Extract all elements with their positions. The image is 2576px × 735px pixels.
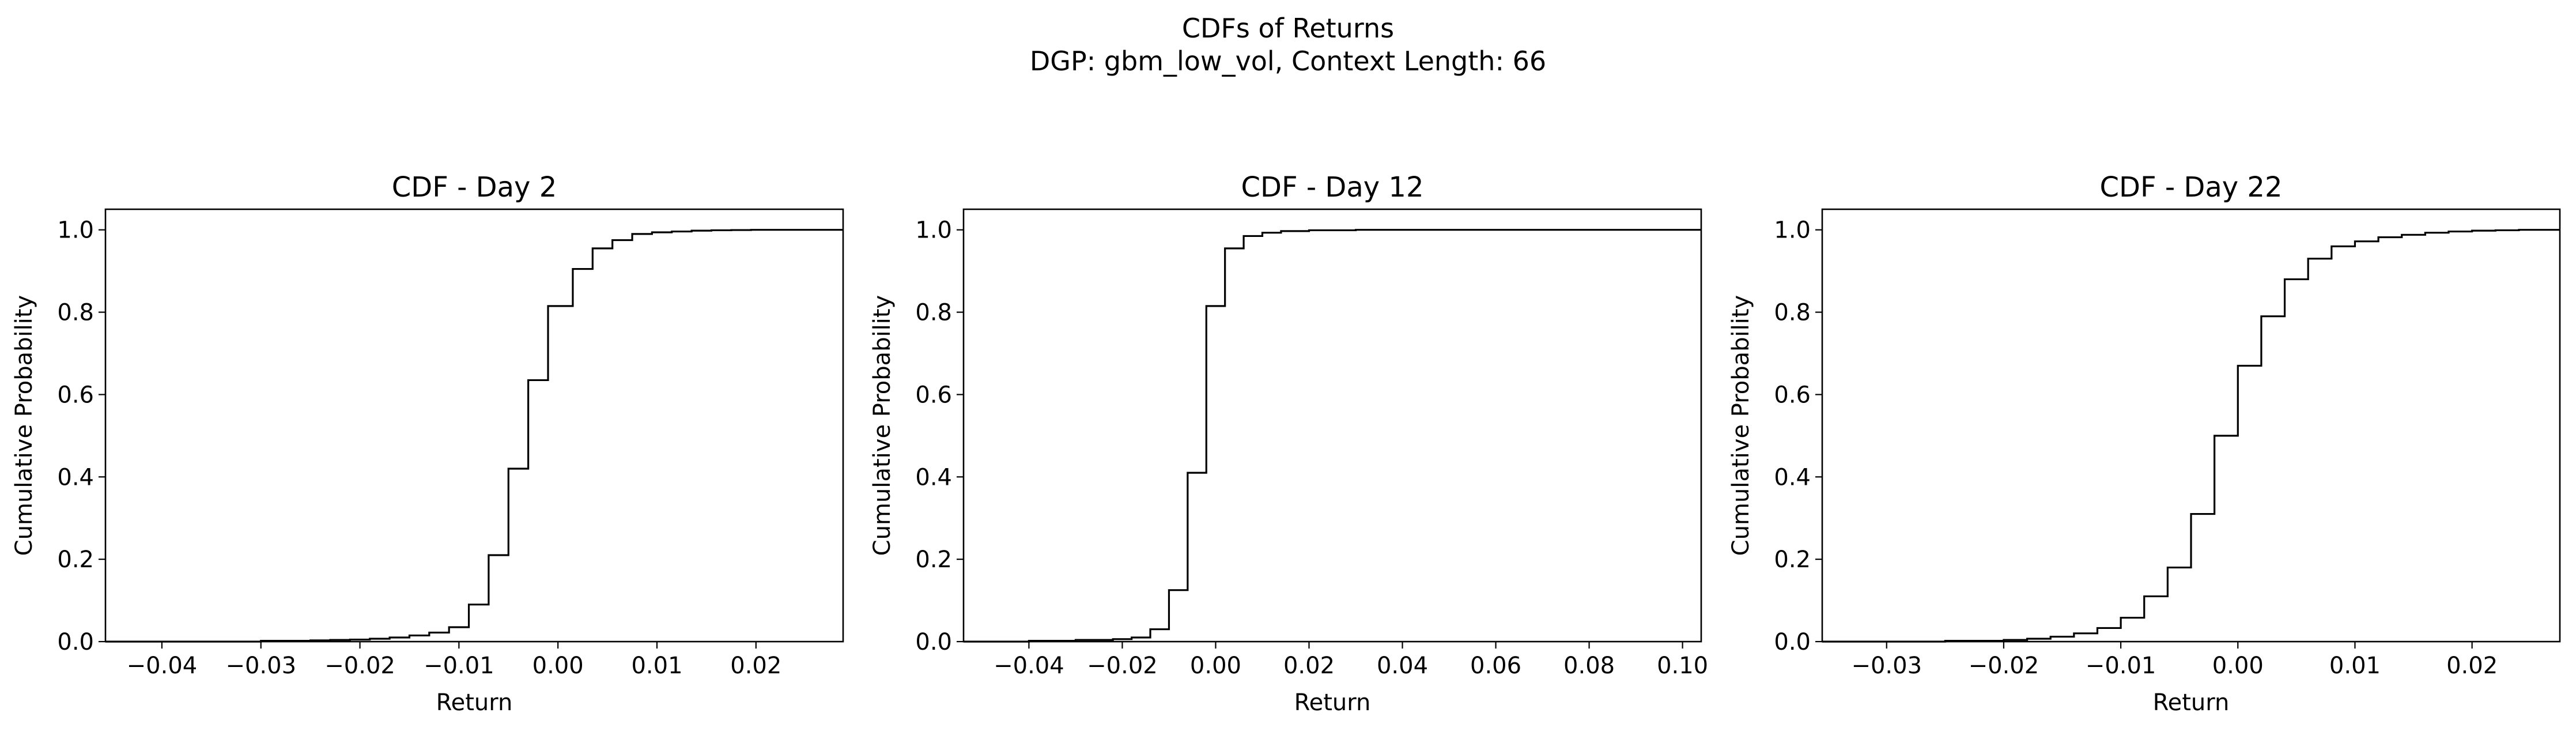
y-tick-label: 0.8 — [1774, 300, 1811, 326]
subplot-title: CDF - Day 2 — [392, 171, 557, 203]
y-tick-label: 0.2 — [57, 546, 94, 573]
y-tick-label: 0.8 — [57, 300, 94, 326]
y-tick-label: 0.6 — [915, 382, 952, 408]
x-tick-label: 0.01 — [2329, 653, 2381, 679]
y-tick-label: 0.2 — [915, 546, 952, 573]
x-tick-label: 0.06 — [1470, 653, 1521, 679]
axes-frame — [962, 208, 1702, 643]
axes-frame — [104, 208, 844, 643]
cdf-step-line — [1822, 229, 2560, 643]
x-tick-label: −0.01 — [424, 653, 494, 679]
x-tick-label: 0.02 — [1283, 653, 1335, 679]
x-tick-label: −0.02 — [1969, 653, 2039, 679]
subplot-2: CDF - Day 12 −0.04 −0.02 0.00 0.02 0.04 0.06 0.… — [869, 171, 1708, 716]
subplot-title: CDF - Day 12 — [1241, 171, 1423, 203]
y-axis-label: Cumulative Probability — [869, 295, 896, 556]
cdf-step-line — [964, 229, 1701, 643]
x-tick-label: −0.03 — [225, 653, 296, 679]
x-tick-label: −0.02 — [324, 653, 395, 679]
y-tick-label: 0.6 — [1774, 382, 1811, 408]
cdf-step-line — [105, 229, 843, 643]
subplot-3: CDF - Day 22 −0.03 −0.02 −0.01 0.00 0.01 0.02 0… — [1728, 171, 2561, 716]
subplot-panels: CDF - Day 2 −0.04 −0.03 −0.02 −0.01 0.00 0.01 0… — [11, 171, 2561, 716]
x-tick-label: −0.01 — [2086, 653, 2156, 679]
subplot-1: CDF - Day 2 −0.04 −0.03 −0.02 −0.01 0.00 0.01 0… — [11, 171, 844, 716]
x-axis-label: Return — [2153, 689, 2230, 716]
x-tick-label: −0.02 — [1087, 653, 1158, 679]
x-tick-label: 0.02 — [730, 653, 781, 679]
y-tick-label: 0.8 — [915, 300, 952, 326]
x-axis-label: Return — [436, 689, 513, 716]
x-tick-label: 0.04 — [1377, 653, 1428, 679]
x-tick-label: 0.00 — [1190, 653, 1241, 679]
y-tick-label: 1.0 — [915, 217, 952, 244]
y-axis-label: Cumulative Probability — [1728, 295, 1754, 556]
x-tick-label: −0.04 — [127, 653, 198, 679]
y-tick-label: 0.4 — [1774, 464, 1811, 491]
x-tick-label: 0.08 — [1563, 653, 1615, 679]
y-tick-label: 0.2 — [1774, 546, 1811, 573]
y-tick-label: 0.0 — [57, 629, 94, 655]
subplot-title: CDF - Day 22 — [2099, 171, 2282, 203]
x-tick-label: 0.00 — [2212, 653, 2264, 679]
axes-frame — [1821, 208, 2561, 643]
x-tick-label: 0.02 — [2446, 653, 2498, 679]
y-tick-label: 0.4 — [57, 464, 94, 491]
y-tick-label: 0.0 — [1774, 629, 1811, 655]
x-tick-label: −0.04 — [994, 653, 1064, 679]
x-tick-label: −0.03 — [1851, 653, 1922, 679]
x-tick-label: 0.01 — [631, 653, 682, 679]
x-tick-label: 0.00 — [532, 653, 584, 679]
y-tick-label: 1.0 — [1774, 217, 1811, 244]
y-axis-label: Cumulative Probability — [11, 295, 37, 556]
figure-title: CDFs of Returns — [1182, 13, 1394, 44]
y-tick-label: 0.4 — [915, 464, 952, 491]
x-tick-label: 0.10 — [1657, 653, 1708, 679]
x-axis-label: Return — [1294, 689, 1371, 716]
figure-subtitle: DGP: gbm_low_vol, Context Length: 66 — [1030, 46, 1546, 77]
y-tick-label: 0.0 — [915, 629, 952, 655]
y-tick-label: 0.6 — [57, 382, 94, 408]
y-tick-label: 1.0 — [57, 217, 94, 244]
